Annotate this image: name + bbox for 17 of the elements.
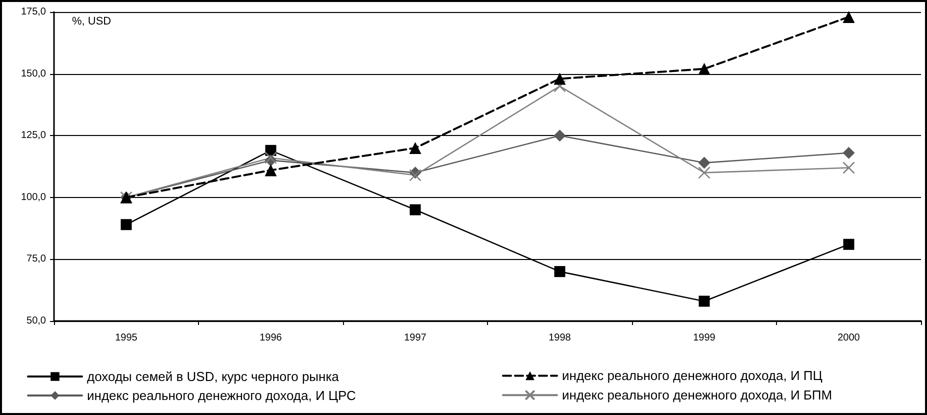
legend-label: индекс реального денежного дохода, И ЦРС bbox=[87, 388, 356, 403]
x-tick-label: 2000 bbox=[838, 332, 860, 344]
x-tick-label: 1997 bbox=[404, 332, 427, 344]
x-tick-label: 1999 bbox=[693, 332, 716, 344]
x-tick-label: 1996 bbox=[260, 332, 282, 344]
y-tick-label: 75,0 bbox=[26, 254, 46, 265]
legend-label: индекс реального денежного дохода, И ПЦ bbox=[562, 368, 823, 384]
y-tick-label: 50,0 bbox=[26, 316, 46, 326]
legend-label: индекс реального денежного дохода, И БПМ bbox=[562, 388, 832, 403]
legend-label: доходы семей в USD, курс черного рынка bbox=[87, 369, 340, 384]
y-tick-label: 125,0 bbox=[20, 130, 46, 142]
y-tick-label: 175,0 bbox=[20, 6, 46, 18]
y-tick-label: 150,0 bbox=[20, 68, 46, 80]
annotation: %, USD bbox=[72, 16, 112, 28]
y-tick-label: 100,0 bbox=[20, 192, 46, 203]
x-tick-label: 1998 bbox=[548, 332, 572, 344]
x-tick-label: 1995 bbox=[115, 332, 138, 344]
